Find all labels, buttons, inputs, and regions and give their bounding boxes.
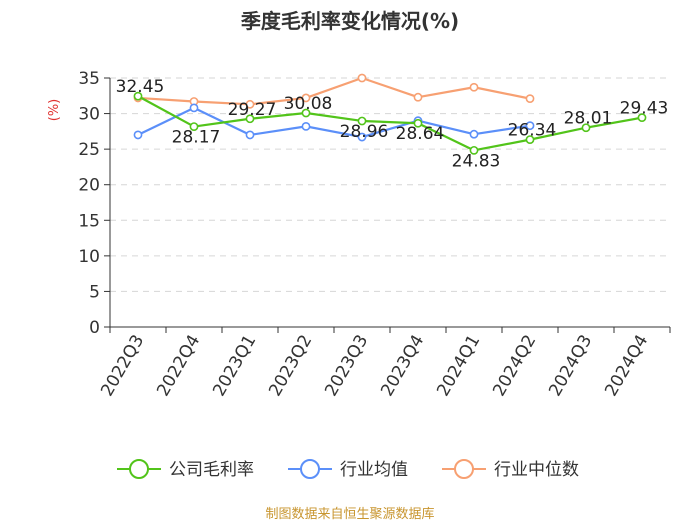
x-tick-label: 2023Q1 bbox=[209, 332, 260, 400]
data-label: 28.64 bbox=[396, 124, 445, 144]
x-tick-label: 2024Q4 bbox=[601, 332, 652, 400]
data-point bbox=[245, 99, 255, 109]
data-point bbox=[525, 94, 535, 104]
data-point bbox=[637, 113, 647, 123]
data-label: 26.34 bbox=[508, 121, 557, 141]
source-note: 制图数据来自恒生聚源数据库 bbox=[265, 506, 434, 522]
legend: 公司毛利率 行业均值 行业中位数 bbox=[117, 459, 579, 480]
legend-label: 行业均值 bbox=[340, 460, 408, 480]
legend-swatch-marker bbox=[454, 459, 474, 479]
data-point bbox=[413, 92, 423, 102]
legend-swatch-marker bbox=[129, 459, 149, 479]
data-point bbox=[245, 130, 255, 140]
x-tick-label: 2022Q3 bbox=[97, 332, 148, 400]
data-point bbox=[133, 130, 143, 140]
series-lines bbox=[133, 73, 647, 155]
data-point bbox=[245, 114, 255, 124]
data-point bbox=[357, 73, 367, 83]
data-label: 28.96 bbox=[340, 122, 389, 142]
x-tick-label: 2023Q2 bbox=[265, 332, 316, 400]
data-label: 24.83 bbox=[452, 151, 501, 171]
series-line bbox=[137, 106, 531, 139]
series-line bbox=[137, 95, 643, 152]
chart-title: 季度毛利率变化情况(%) bbox=[240, 9, 459, 33]
x-tick-label: 2024Q3 bbox=[545, 332, 596, 400]
data-label: 29.27 bbox=[228, 100, 277, 120]
data-point bbox=[413, 118, 423, 128]
y-tick-label: 30 bbox=[78, 105, 100, 125]
y-tick-label: 0 bbox=[89, 318, 100, 338]
data-point bbox=[469, 82, 479, 92]
y-tick-label: 35 bbox=[78, 69, 100, 89]
data-label: 28.01 bbox=[564, 109, 613, 129]
data-point bbox=[525, 121, 535, 131]
data-point bbox=[189, 103, 199, 113]
data-point bbox=[357, 116, 367, 126]
data-point bbox=[301, 108, 311, 118]
data-point bbox=[189, 122, 199, 131]
x-tick-label: 2022Q4 bbox=[153, 332, 204, 400]
y-tick-label: 15 bbox=[78, 211, 100, 231]
data-point bbox=[581, 123, 591, 133]
legend-swatch-marker bbox=[300, 459, 320, 479]
y-tick-label: 10 bbox=[78, 247, 100, 267]
data-label: 29.43 bbox=[620, 99, 669, 119]
data-point bbox=[469, 129, 479, 139]
data-label: 30.08 bbox=[284, 94, 333, 114]
data-point bbox=[469, 145, 479, 155]
series-line bbox=[137, 76, 531, 106]
x-tick-label: 2023Q3 bbox=[321, 332, 372, 400]
legend-label: 行业中位数 bbox=[494, 460, 579, 480]
y-tick-label: 25 bbox=[78, 140, 100, 160]
legend-label: 公司毛利率 bbox=[169, 460, 254, 480]
x-tick-label: 2023Q4 bbox=[377, 332, 428, 400]
y-tick-label: 5 bbox=[89, 282, 100, 302]
y-axis-label: (%) bbox=[47, 99, 62, 122]
data-point bbox=[301, 93, 311, 103]
data-point bbox=[525, 135, 535, 145]
x-tick-label: 2024Q1 bbox=[433, 332, 484, 400]
data-label: 32.45 bbox=[116, 77, 165, 97]
data-point bbox=[301, 121, 311, 131]
data-label: 28.17 bbox=[172, 128, 221, 148]
y-tick-label: 20 bbox=[78, 176, 100, 196]
data-point bbox=[133, 91, 143, 101]
x-tick-label: 2024Q2 bbox=[489, 332, 540, 400]
data-point bbox=[357, 132, 367, 142]
data-labels: 32.45 28.17 29.27 30.08 28.96 28.64 24.83 26.34… bbox=[116, 77, 669, 171]
